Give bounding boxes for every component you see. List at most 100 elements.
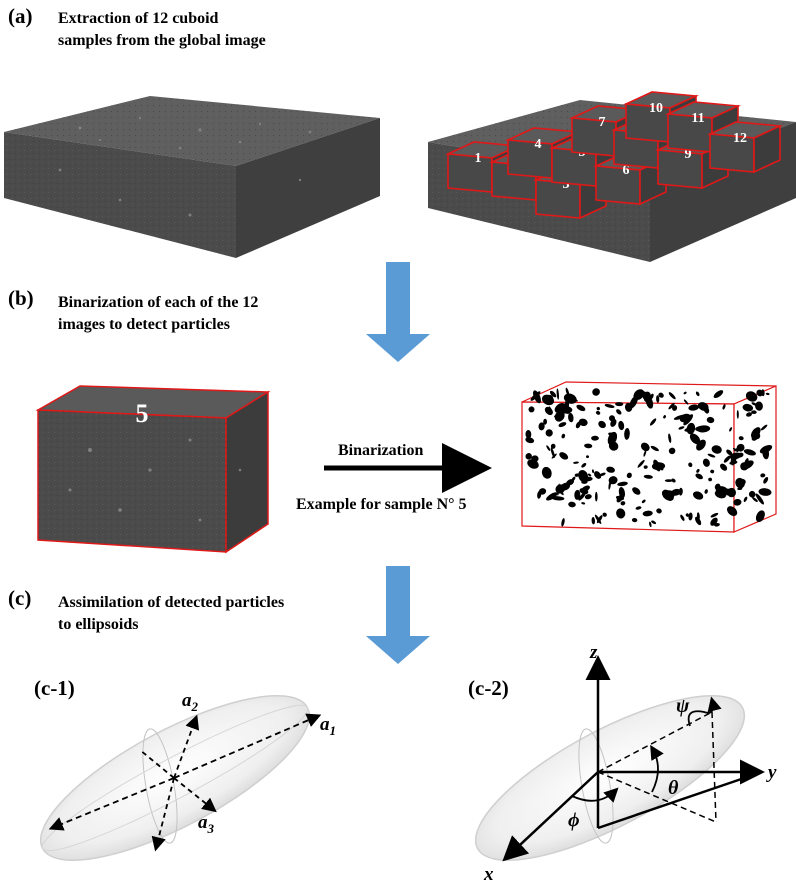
particle-blob [751, 431, 760, 441]
particle-blob [743, 458, 749, 470]
particle-blob [550, 443, 556, 449]
sample-number-1: 1 [475, 151, 482, 166]
particle-blob [560, 406, 573, 414]
particle-blob [656, 395, 660, 403]
particle-blob [743, 449, 756, 456]
particle-blob [706, 416, 715, 424]
particle-blob [565, 387, 570, 397]
particle-blob [688, 404, 700, 411]
particle-blob [581, 502, 586, 505]
particle-blob [668, 433, 672, 443]
axis-y-base [597, 772, 757, 830]
axis-a1-neg [48, 777, 175, 831]
particle-blob [720, 463, 728, 471]
vertical-dashed [711, 711, 717, 823]
particle-blob [561, 433, 566, 439]
particle-blob [642, 510, 653, 517]
particle-blob [571, 476, 576, 482]
particle-blob [711, 445, 722, 454]
particle-blob [575, 421, 581, 429]
axis-a2-neg [151, 777, 175, 852]
particle-blob [673, 414, 687, 420]
particle-blob [643, 465, 648, 469]
particle-blob [748, 490, 756, 498]
panel-a-caption: Extraction of 12 cuboid samples from the… [58, 8, 266, 52]
particle-blob [697, 402, 709, 411]
particle-blob [760, 424, 768, 431]
particle-blob [668, 392, 676, 400]
particle-blob [620, 501, 626, 506]
particle-blob [735, 477, 745, 489]
particle-blob [710, 517, 718, 526]
binarized-particles [525, 387, 773, 528]
particle-blob [708, 477, 712, 482]
particle-blob [578, 418, 588, 427]
particle-blob [632, 487, 641, 495]
particle-blob [746, 412, 752, 417]
projection-dashed [597, 771, 717, 823]
particle-blob [765, 392, 770, 396]
sample-number-12: 12 [733, 131, 747, 146]
particle-blob [595, 411, 601, 415]
particle-blob [726, 449, 733, 456]
sample-cuboids: 123456789101112 [444, 91, 784, 220]
particle-blob [546, 492, 558, 501]
particle-blob [733, 498, 742, 506]
particle-blob [692, 491, 704, 500]
sample-number-4: 4 [535, 137, 542, 152]
particle-blob [678, 426, 685, 430]
particle-blob [548, 406, 553, 414]
particle-blob [591, 435, 599, 441]
particle-blob [525, 437, 535, 444]
phi-arc [571, 787, 619, 803]
particle-blob [528, 406, 535, 413]
binarization-arrow-label: Binarization [338, 442, 424, 459]
panel-c-caption-line1: Assimilation of detected particles [58, 594, 285, 611]
particle-blob [695, 516, 702, 526]
particle-blob [537, 490, 542, 499]
particle-blob [559, 490, 564, 496]
panel-c-label: (c) [8, 586, 32, 610]
particle-blob [541, 394, 555, 406]
particle-blob [584, 494, 592, 500]
particle-blob [606, 466, 615, 473]
particle-blob [581, 485, 590, 493]
panel-b-label: (b) [8, 286, 34, 310]
label-y: y [766, 762, 777, 783]
particle-blob [649, 521, 652, 528]
particle-blob [729, 452, 742, 460]
particle-blob [641, 499, 646, 504]
particle-blob [729, 460, 738, 465]
particle-blob [696, 468, 700, 473]
slab-particles [58, 116, 312, 217]
particle-blob [591, 469, 595, 474]
particle-blob [680, 514, 685, 521]
particle-blob [568, 501, 576, 508]
particle-blob [651, 462, 666, 471]
particle-blob [710, 512, 719, 518]
particle-blob [637, 459, 645, 468]
particle-blob [531, 455, 539, 462]
particle-blob [710, 469, 715, 474]
axis-a2 [173, 714, 200, 779]
particle-blob [550, 447, 555, 459]
particle-blob [631, 517, 638, 523]
particle-blob [686, 422, 696, 435]
particle-blob [546, 445, 551, 451]
particle-blob [658, 392, 664, 398]
particle-blob [696, 512, 700, 520]
particle-blob [755, 493, 764, 505]
particle-blob [616, 494, 624, 503]
sample-number-6: 6 [623, 163, 630, 178]
label-a3: a3 [198, 812, 215, 836]
label-x: x [483, 864, 494, 884]
particle-blob [743, 496, 748, 502]
panel-c-caption-line2: to ellipsoids [58, 616, 139, 633]
particle-blob [685, 513, 690, 517]
particle-blob [671, 488, 681, 496]
particle-blob [664, 479, 673, 482]
particle-blob [591, 517, 596, 525]
sample-number-9: 9 [685, 147, 692, 162]
particle-blob [596, 406, 600, 411]
